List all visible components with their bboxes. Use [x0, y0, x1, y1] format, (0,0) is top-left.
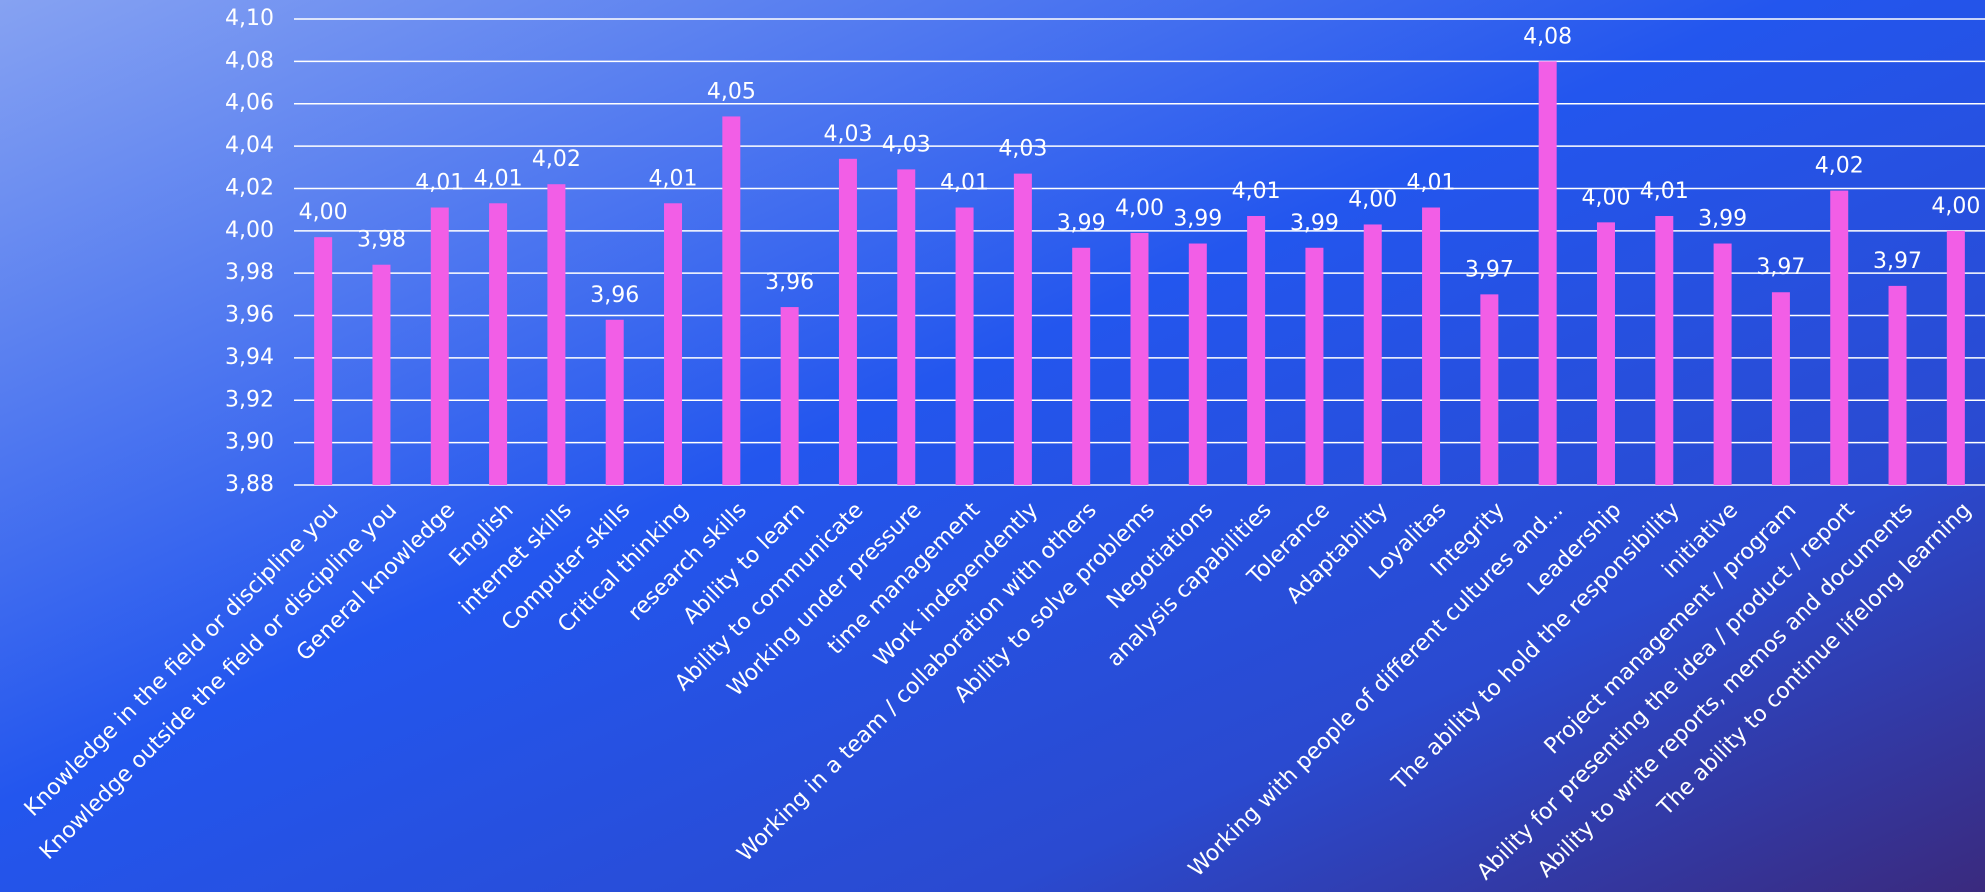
bar — [1072, 247, 1091, 485]
y-tick-label: 4,06 — [225, 91, 274, 116]
bar — [1422, 207, 1441, 485]
value-label: 3,99 — [1698, 207, 1747, 232]
bar — [489, 203, 508, 486]
value-label: 4,01 — [415, 171, 464, 196]
bar — [1596, 222, 1615, 485]
value-label: 3,99 — [1057, 211, 1106, 236]
y-tick-label: 3,92 — [225, 387, 274, 412]
y-tick-label: 3,98 — [225, 260, 274, 285]
bar — [897, 169, 916, 485]
value-label: 4,02 — [1815, 154, 1864, 179]
bar — [1771, 292, 1790, 485]
bar — [314, 237, 333, 485]
bar — [1130, 232, 1149, 485]
bar — [372, 264, 391, 485]
bar — [1713, 243, 1732, 485]
value-label: 4,08 — [1523, 24, 1572, 49]
value-label: 4,01 — [649, 166, 698, 191]
y-tick-label: 3,94 — [225, 345, 274, 370]
value-label: 4,00 — [1348, 187, 1397, 212]
bar — [1188, 243, 1207, 485]
value-label: 4,01 — [1640, 179, 1689, 204]
value-label: 3,99 — [1290, 211, 1339, 236]
value-label: 3,97 — [1465, 257, 1514, 282]
bar — [1888, 285, 1907, 485]
bar — [605, 319, 624, 485]
bar — [1013, 173, 1032, 486]
value-label: 3,97 — [1756, 255, 1805, 280]
value-label: 4,05 — [707, 79, 756, 104]
value-label: 3,99 — [1173, 207, 1222, 232]
bar — [430, 207, 449, 485]
bar — [1305, 247, 1324, 485]
y-tick-label: 4,02 — [225, 175, 274, 200]
bar — [1480, 294, 1499, 485]
y-tick-label: 4,04 — [225, 133, 274, 158]
bar — [1830, 190, 1849, 485]
bar — [1247, 215, 1266, 485]
value-label: 4,02 — [532, 147, 581, 172]
value-label: 4,01 — [1232, 179, 1281, 204]
value-label: 4,01 — [940, 171, 989, 196]
bar — [1363, 224, 1382, 486]
y-tick-label: 4,00 — [225, 218, 274, 243]
bar — [1946, 230, 1965, 485]
bar — [664, 203, 683, 486]
value-label: 4,03 — [823, 122, 872, 147]
value-label: 4,00 — [1581, 185, 1630, 210]
value-label: 4,00 — [1931, 194, 1980, 219]
y-tick-label: 4,08 — [225, 48, 274, 73]
bar — [1655, 215, 1674, 485]
y-tick-label: 3,96 — [225, 303, 274, 328]
value-label: 3,96 — [765, 270, 814, 295]
value-label: 4,03 — [882, 132, 931, 157]
value-label: 4,00 — [1115, 196, 1164, 221]
value-label: 4,01 — [1407, 171, 1456, 196]
bar — [547, 184, 566, 485]
bar — [838, 158, 857, 486]
value-label: 4,00 — [299, 200, 348, 225]
bar — [955, 207, 974, 485]
value-label: 4,01 — [474, 166, 523, 191]
bar — [722, 116, 741, 485]
value-label: 3,98 — [357, 228, 406, 253]
y-tick-label: 3,88 — [225, 472, 274, 497]
y-tick-label: 3,90 — [225, 430, 274, 455]
value-label: 4,03 — [998, 137, 1047, 162]
value-label: 3,96 — [590, 283, 639, 308]
bar — [1538, 61, 1557, 485]
bar — [780, 307, 799, 485]
y-tick-label: 4,10 — [225, 6, 274, 31]
value-label: 3,97 — [1873, 249, 1922, 274]
